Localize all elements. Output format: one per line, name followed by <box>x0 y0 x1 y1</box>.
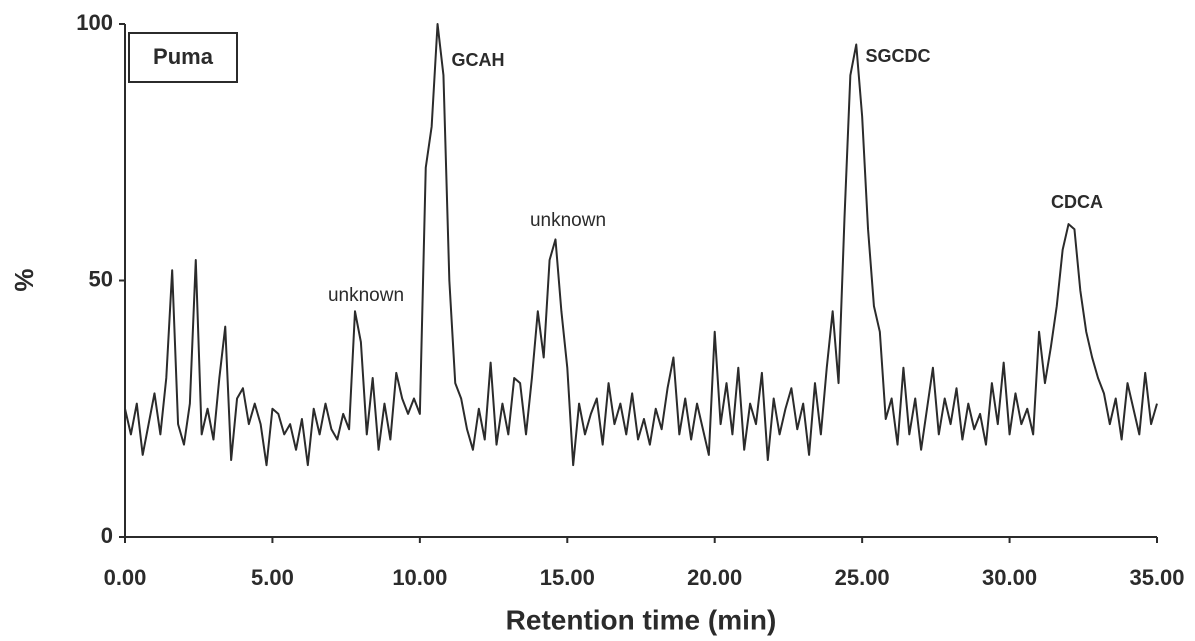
x-tick-label: 15.00 <box>540 565 595 590</box>
peak-annotation: unknown <box>530 210 606 231</box>
x-tick-label: 5.00 <box>251 565 294 590</box>
panel-label: Puma <box>153 44 214 69</box>
y-axis-label: % <box>9 268 39 291</box>
peak-annotation: unknown <box>328 285 404 306</box>
trace <box>124 23 1158 467</box>
x-tick-label: 20.00 <box>687 565 742 590</box>
x-tick-label: 10.00 <box>392 565 447 590</box>
y-tick-label: 50 <box>89 266 113 291</box>
x-tick-label: 35.00 <box>1129 565 1184 590</box>
peak-annotation: SGCDC <box>865 46 930 66</box>
y-tick-label: 0 <box>101 523 113 548</box>
x-axis-label: Retention time (min) <box>506 604 777 635</box>
x-tick-label: 0.00 <box>104 565 147 590</box>
panel-box <box>128 32 238 83</box>
peak-annotation: CDCA <box>1051 192 1103 212</box>
x-tick-label: 30.00 <box>982 565 1037 590</box>
peak-annotation: GCAH <box>452 50 505 70</box>
y-tick-label: 100 <box>76 10 113 35</box>
x-tick-label: 25.00 <box>835 565 890 590</box>
